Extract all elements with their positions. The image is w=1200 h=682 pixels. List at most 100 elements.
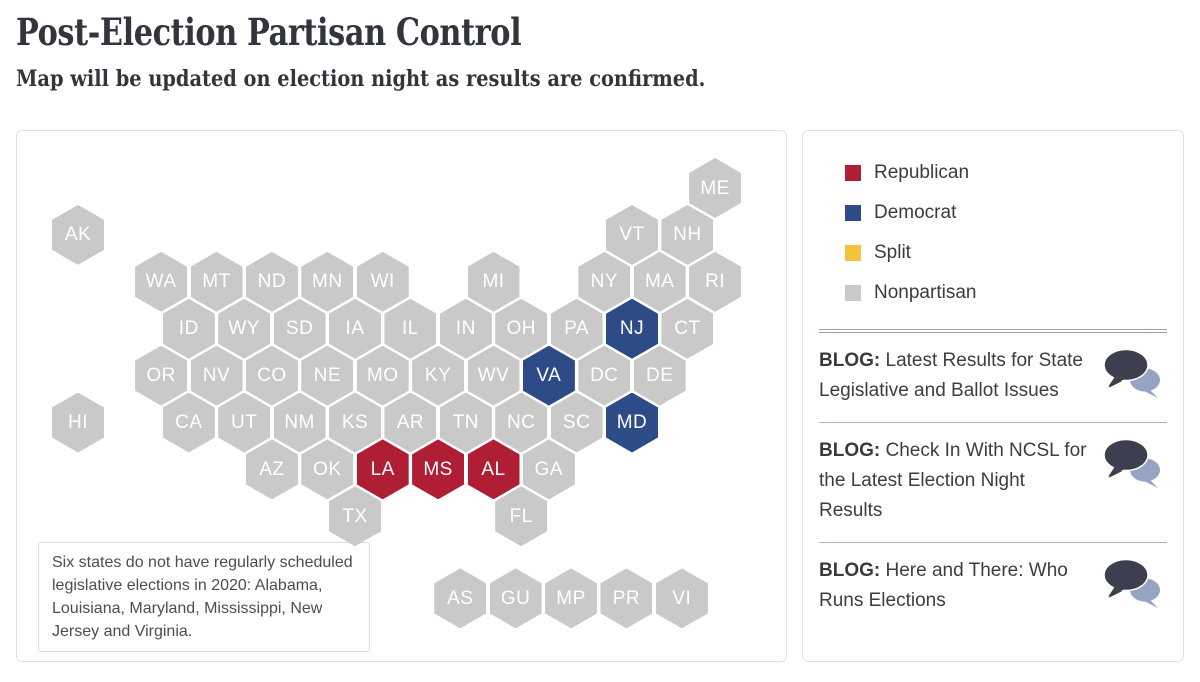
state-hex-fl[interactable]: FL [495, 486, 548, 547]
state-abbr-label: TX [342, 505, 368, 527]
blog-link-text: BLOG: Here and There: Who Runs Elections [819, 560, 1068, 611]
state-hex-wi[interactable]: WI [356, 251, 409, 312]
state-hex-ma[interactable]: MA [633, 251, 686, 312]
state-hex-nc[interactable]: NC [495, 392, 548, 453]
state-hex-wa[interactable]: WA [135, 251, 188, 312]
state-abbr-label: AK [64, 224, 92, 246]
state-hex-hi[interactable]: HI [52, 392, 104, 453]
state-hex-ut[interactable]: UT [218, 392, 271, 453]
state-hex-co[interactable]: CO [245, 345, 298, 406]
state-hex-az[interactable]: AZ [245, 439, 298, 500]
state-abbr-label: OK [313, 458, 342, 480]
state-hex-ar[interactable]: AR [384, 392, 437, 453]
legend-item-nonpartisan: Nonpartisan [845, 273, 1167, 313]
state-hex-ok[interactable]: OK [301, 439, 354, 500]
state-hex-de[interactable]: DE [633, 345, 686, 406]
page-subtitle: Map will be updated on election night as… [16, 66, 706, 92]
state-hex-tn[interactable]: TN [439, 392, 492, 453]
state-abbr-label: WI [370, 271, 395, 293]
state-hex-il[interactable]: IL [384, 298, 437, 359]
blog-link-1[interactable]: BLOG: Latest Results for State Legislati… [819, 333, 1167, 422]
state-abbr-label: VT [619, 224, 645, 246]
state-hex-mt[interactable]: MT [190, 251, 243, 312]
state-hex-ak[interactable]: AK [52, 204, 104, 265]
state-abbr-label: IA [345, 318, 365, 340]
legend-item-republican: Republican [845, 153, 1167, 193]
state-hex-tx[interactable]: TX [329, 486, 381, 547]
state-abbr-label: NV [202, 365, 231, 387]
state-hex-wv[interactable]: WV [467, 345, 520, 406]
state-hex-pa[interactable]: PA [550, 298, 603, 359]
state-abbr-label: ND [257, 271, 287, 293]
legend-swatch-split [845, 245, 861, 261]
state-abbr-label: DC [590, 365, 619, 387]
sidebar-panel: Republican Democrat Split Nonpartisan BLOG:… [802, 130, 1184, 662]
state-abbr-label: GA [534, 458, 564, 480]
state-hex-mn[interactable]: MN [301, 251, 354, 312]
state-abbr-label: IL [401, 318, 419, 340]
state-hex-ri[interactable]: RI [689, 251, 742, 312]
state-abbr-label: PR [612, 587, 641, 609]
state-abbr-label: AR [396, 412, 425, 433]
state-hex-sd[interactable]: SD [273, 298, 326, 359]
state-hex-vi[interactable]: VI [655, 568, 708, 629]
state-hex-dc[interactable]: DC [578, 345, 631, 406]
state-abbr-label: MO [366, 365, 399, 387]
state-hex-ne[interactable]: NE [301, 345, 354, 406]
state-hex-vt[interactable]: VT [606, 204, 658, 265]
state-hex-sc[interactable]: SC [550, 392, 603, 453]
state-abbr-label: NE [313, 365, 341, 387]
state-hex-ca[interactable]: CA [162, 392, 215, 453]
state-abbr-label: AS [447, 587, 474, 609]
state-hex-nj[interactable]: NJ [606, 298, 658, 359]
state-hex-or[interactable]: OR [135, 345, 188, 406]
state-hex-ga[interactable]: GA [522, 439, 575, 500]
state-hex-nv[interactable]: NV [190, 345, 243, 406]
state-hex-ks[interactable]: KS [329, 392, 381, 453]
state-hex-mo[interactable]: MO [356, 345, 409, 406]
state-hex-nh[interactable]: NH [661, 204, 714, 265]
state-hex-md[interactable]: MD [606, 392, 658, 453]
state-abbr-label: DE [645, 365, 674, 387]
state-hex-ky[interactable]: KY [412, 345, 465, 406]
state-hex-la[interactable]: LA [356, 439, 409, 500]
state-hex-wy[interactable]: WY [218, 298, 271, 359]
state-abbr-label: MD [616, 412, 648, 433]
speech-bubbles-icon [1103, 438, 1160, 488]
state-hex-oh[interactable]: OH [495, 298, 548, 359]
state-hex-pr[interactable]: PR [600, 568, 653, 629]
state-hex-mi[interactable]: MI [467, 251, 520, 312]
page-title: Post-Election Partisan Control [16, 10, 522, 54]
state-abbr-label: WY [228, 318, 260, 340]
state-hex-ct[interactable]: CT [661, 298, 714, 359]
state-hex-in[interactable]: IN [439, 298, 492, 359]
state-hex-nd[interactable]: ND [245, 251, 298, 312]
state-abbr-label: ME [700, 177, 730, 199]
blog-link-3[interactable]: BLOG: Here and There: Who Runs Elections [819, 542, 1167, 632]
state-abbr-label: KY [424, 365, 452, 387]
state-hex-ny[interactable]: NY [578, 251, 631, 312]
state-abbr-label: MI [482, 271, 505, 293]
blog-link-2[interactable]: BLOG: Check In With NCSL for the Latest … [819, 422, 1167, 542]
state-abbr-label: PA [564, 318, 590, 340]
blog-link-text: BLOG: Check In With NCSL for the Latest … [819, 440, 1087, 521]
state-abbr-label: SC [562, 412, 591, 433]
state-hex-nm[interactable]: NM [273, 392, 326, 453]
state-hex-ms[interactable]: MS [412, 439, 465, 500]
state-abbr-label: SD [285, 318, 314, 340]
state-abbr-label: NC [506, 412, 536, 433]
state-abbr-label: WV [477, 365, 510, 387]
state-hex-me[interactable]: ME [689, 158, 742, 218]
state-abbr-label: CO [257, 365, 287, 387]
legend-swatch-democrat [845, 205, 861, 221]
state-hex-mp[interactable]: MP [545, 568, 598, 629]
state-abbr-label: NM [284, 412, 315, 433]
state-hex-id[interactable]: ID [162, 298, 215, 359]
state-hex-gu[interactable]: GU [489, 568, 542, 629]
state-hex-as[interactable]: AS [434, 568, 487, 629]
state-hex-ia[interactable]: IA [329, 298, 381, 359]
state-abbr-label: MA [644, 271, 675, 293]
state-hex-va[interactable]: VA [522, 345, 575, 406]
state-hex-al[interactable]: AL [467, 439, 520, 500]
state-abbr-label: RI [705, 271, 726, 293]
